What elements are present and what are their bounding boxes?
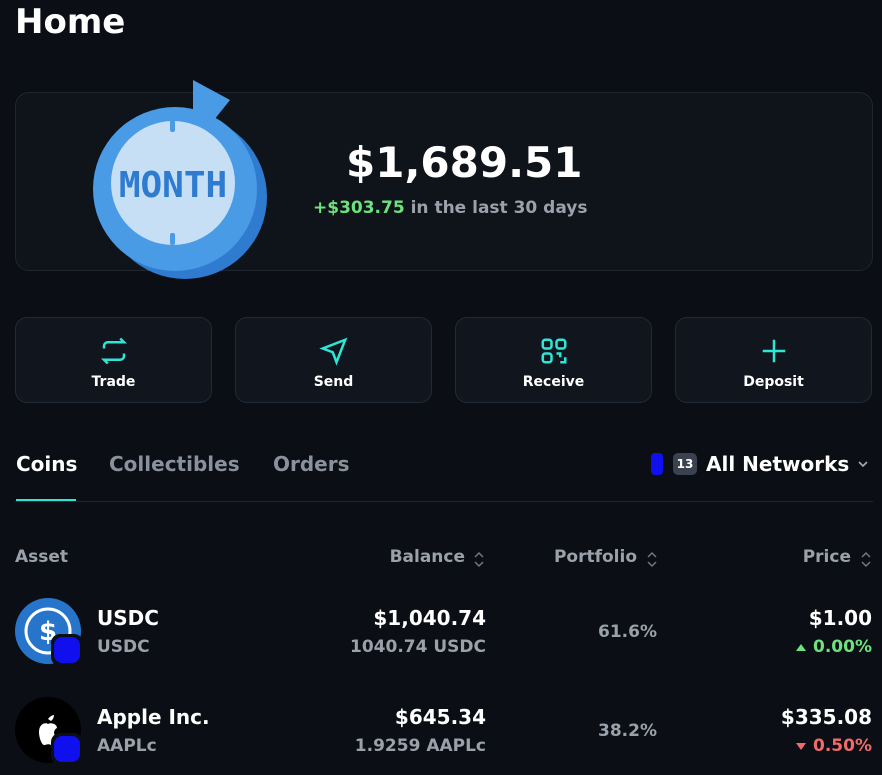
send-icon (318, 337, 347, 366)
portfolio-share: 38.2% (598, 721, 657, 741)
balance-amount: 1040.74 USDC (350, 637, 486, 657)
button-label: Receive (522, 374, 585, 390)
coins-tab[interactable]: Coins (16, 452, 78, 476)
change-period: in the last 30 days (410, 198, 588, 218)
orders-tab[interactable]: Orders (273, 452, 350, 476)
trade-button[interactable]: Trade (15, 317, 212, 403)
receive-button[interactable]: Receive (455, 317, 652, 403)
button-label: Trade (91, 374, 136, 390)
button-label: Send (313, 374, 354, 390)
trend-arrow (796, 644, 807, 651)
button-label: Deposit (743, 374, 804, 390)
deposit-button[interactable]: Deposit (675, 317, 872, 403)
total-balance: $1,689.51 (346, 138, 583, 187)
price-value: $1.00 (808, 606, 872, 630)
change-value: 0.50% (813, 736, 872, 756)
price-change: 0.50% (700, 736, 872, 756)
trade-icon (100, 337, 127, 365)
asset-symbol: USDC (97, 637, 150, 657)
send-button[interactable]: Send (235, 317, 432, 403)
chevron (858, 461, 868, 468)
month-label: MONTH (119, 165, 227, 206)
network-count: 13 (673, 453, 697, 475)
balance-amount: 1.9259 AAPLc (354, 736, 486, 756)
balance-value: $645.34 (394, 705, 486, 729)
portfolio-share: 61.6% (598, 622, 657, 642)
month-icon: MONTH (93, 80, 267, 279)
price-change: 0.00% (700, 637, 872, 657)
page-title: Home (15, 2, 126, 42)
change-amount: +$303.75 (313, 198, 405, 218)
asset-header: Asset (15, 547, 69, 567)
usdc-logo: $ (15, 598, 83, 666)
balance-value: $1,040.74 (373, 606, 486, 630)
price-value: $335.08 (780, 705, 872, 729)
asset-name[interactable]: USDC (97, 606, 159, 630)
network-icon (651, 453, 663, 475)
price-header[interactable]: Price (802, 547, 851, 567)
balance-header[interactable]: Balance (389, 547, 465, 567)
sort-icons (474, 551, 871, 568)
network-selector[interactable]: All Networks (706, 452, 850, 476)
apple-logo (15, 697, 83, 765)
divider (15, 501, 873, 502)
trend-arrow (796, 743, 807, 750)
portfolio-header[interactable]: Portfolio (553, 547, 637, 567)
deposit-icon (762, 339, 785, 363)
change-value: 0.00% (813, 637, 872, 657)
collectibles-tab[interactable]: Collectibles (109, 452, 240, 476)
asset-name[interactable]: Apple Inc. (97, 705, 210, 729)
receive-icon (541, 338, 566, 364)
tab-indicator (16, 499, 76, 502)
asset-symbol: AAPLc (97, 736, 157, 756)
change-line: +$303.75 in the last 30 days (313, 198, 588, 218)
